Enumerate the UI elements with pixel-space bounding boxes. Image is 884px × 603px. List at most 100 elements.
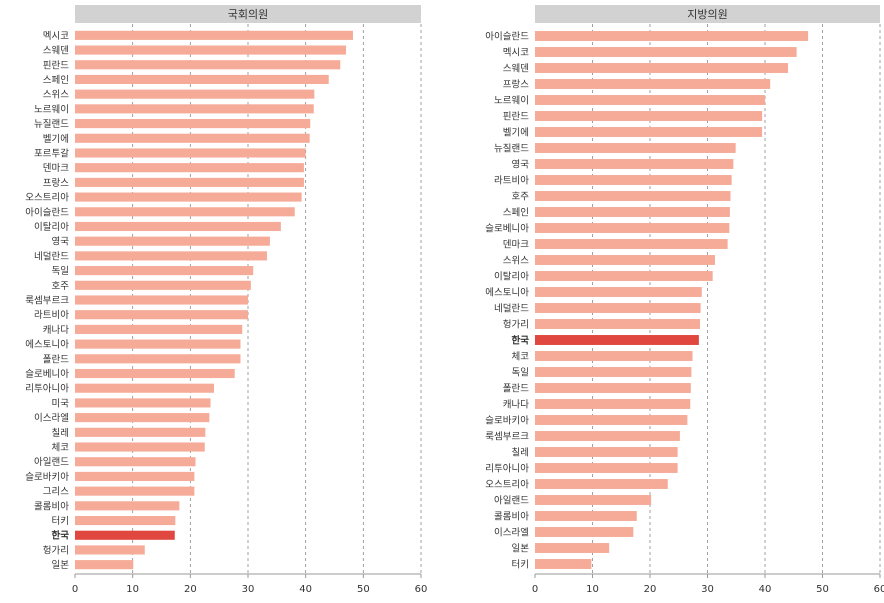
bar [535, 79, 771, 89]
bar [75, 60, 341, 70]
category-label: 슬로베니아 [25, 369, 69, 380]
bar [75, 45, 347, 55]
category-label: 에스토니아 [25, 340, 69, 351]
bar [75, 398, 211, 408]
x-tick-label: 30 [242, 584, 255, 595]
bar [75, 133, 310, 143]
bar [75, 207, 295, 217]
category-label: 스위스 [43, 89, 69, 101]
bar [75, 324, 243, 334]
bar [535, 399, 691, 409]
bar [535, 335, 699, 345]
bar [535, 367, 692, 377]
x-tick-label: 50 [357, 584, 370, 595]
category-label: 아일랜드 [34, 457, 69, 468]
chart-panel-2: 지방의원아이슬란드멕시코스웨덴프랑스노르웨이핀란드벨기에뉴질랜드영국라트비아호주… [485, 5, 884, 595]
bar [535, 111, 763, 121]
bar [535, 511, 637, 521]
category-label: 폴란드 [43, 353, 69, 365]
bar [75, 89, 315, 99]
bar [535, 175, 732, 185]
category-label: 벨기에 [43, 134, 69, 145]
chart-panel-1: 국회의원멕시코스웨덴핀란드스페인스위스노르웨이뉴질랜드벨기에포르투갈덴마크프랑스… [25, 5, 427, 595]
bar [535, 303, 701, 313]
category-label: 스웨덴 [43, 45, 69, 57]
category-label: 독일 [52, 266, 69, 277]
category-label: 덴마크 [503, 240, 529, 251]
bar [75, 119, 311, 129]
category-label: 영국 [512, 160, 530, 171]
category-label: 벨기에 [503, 128, 529, 139]
category-label: 네덜란드 [34, 250, 69, 262]
category-label: 포르투갈 [34, 147, 69, 159]
category-label: 캐나다 [43, 325, 69, 336]
category-label: 스위스 [503, 255, 529, 267]
bar [535, 479, 668, 489]
category-label: 리투아니아 [25, 384, 69, 395]
x-tick-label: 60 [874, 584, 884, 595]
category-label: 이탈리아 [494, 271, 529, 283]
category-label: 호주 [52, 281, 70, 292]
bar [75, 310, 248, 320]
bar [535, 143, 736, 153]
bar [75, 266, 254, 276]
bar [535, 31, 809, 41]
bar [75, 471, 195, 481]
bar [535, 463, 678, 473]
chart-header-band [535, 5, 880, 23]
bar [535, 527, 634, 537]
x-tick-label: 50 [816, 584, 829, 595]
bar [535, 207, 730, 217]
category-label: 멕시코 [503, 48, 529, 59]
category-label: 오스트리아 [25, 193, 69, 204]
category-label: 룩셈부르크 [25, 296, 69, 307]
bar [535, 447, 678, 457]
category-label: 미국 [52, 398, 70, 409]
bar [535, 191, 731, 201]
category-label: 헝가리 [503, 320, 529, 331]
category-label: 한국 [512, 335, 530, 347]
category-label: 슬로바키아 [25, 472, 69, 483]
bar [535, 383, 691, 393]
category-label: 일본 [512, 544, 530, 555]
category-label: 멕시코 [43, 31, 69, 42]
category-label: 체코 [52, 443, 70, 454]
x-tick-label: 40 [759, 584, 772, 595]
bar [75, 457, 196, 467]
category-label: 칠레 [512, 448, 529, 459]
category-label: 영국 [52, 237, 70, 248]
category-label: 핀란드 [503, 111, 529, 123]
bar [75, 545, 145, 555]
category-label: 노르웨이 [494, 95, 529, 107]
x-tick-label: 40 [299, 584, 312, 595]
bar [75, 560, 134, 570]
category-label: 덴마크 [43, 163, 69, 174]
bar [75, 148, 306, 158]
category-label: 아이슬란드 [485, 31, 529, 43]
bar [535, 415, 688, 425]
category-label: 네덜란드 [494, 303, 529, 315]
bar [75, 30, 353, 40]
category-label: 콜롬비아 [494, 512, 529, 523]
bar [75, 442, 205, 452]
bar [75, 104, 314, 114]
category-label: 콜롬비아 [34, 501, 69, 512]
category-label: 에스토니아 [485, 288, 529, 299]
bar [535, 271, 713, 281]
x-tick-label: 60 [415, 584, 428, 595]
category-label: 그리스 [43, 487, 69, 498]
x-tick-label: 10 [586, 584, 599, 595]
category-label: 아일랜드 [494, 496, 529, 507]
category-label: 헝가리 [43, 545, 69, 556]
bar [75, 163, 304, 173]
x-tick-label: 30 [701, 584, 714, 595]
x-tick-label: 10 [126, 584, 139, 595]
bar [75, 515, 176, 526]
bar [75, 354, 241, 364]
category-label: 스페인 [43, 75, 69, 86]
chart-title: 지방의원 [687, 8, 727, 21]
category-label: 프랑스 [503, 79, 529, 91]
bar [75, 236, 270, 246]
category-label: 칠레 [52, 428, 69, 439]
bar [535, 95, 765, 105]
